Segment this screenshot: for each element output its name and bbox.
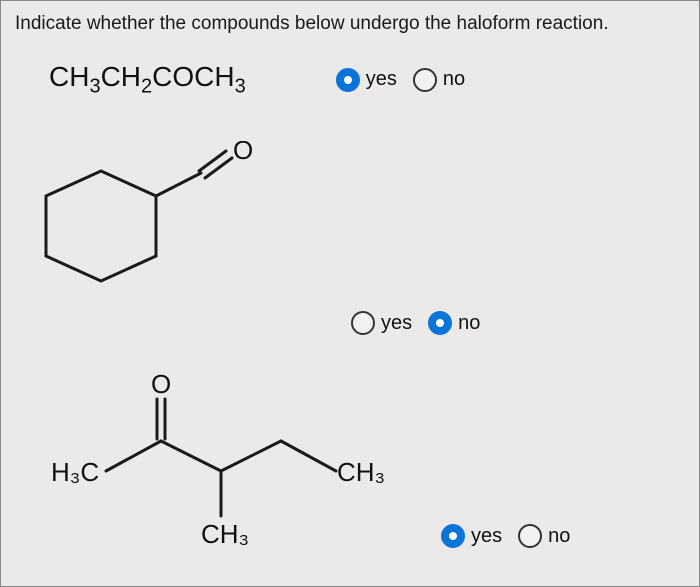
carbonyl-oxygen-label: O xyxy=(151,371,171,399)
right-methyl-label: CH₃ xyxy=(337,457,385,487)
compound-1-radio-no[interactable] xyxy=(413,68,437,92)
compound-3-structure: H₃C O CH₃ CH₃ xyxy=(51,371,391,551)
compound-3-radio-group: yes no xyxy=(441,524,580,548)
compound-2-structure: O xyxy=(41,141,261,311)
compound-2-radio-group: yes no xyxy=(351,311,490,335)
question-card: Indicate whether the compounds below und… xyxy=(0,0,700,587)
yes-label-3: yes xyxy=(471,525,502,548)
compound-2-radio-yes[interactable] xyxy=(351,311,375,335)
compound-row-1: CH3CH2COCH3 yes no xyxy=(15,61,685,99)
no-label: no xyxy=(443,68,465,91)
compound-3-radio-yes[interactable] xyxy=(441,524,465,548)
yes-label: yes xyxy=(366,68,397,91)
yes-label-2: yes xyxy=(381,312,412,335)
bottom-methyl-label: CH₃ xyxy=(201,519,249,549)
compound-3-radio-no[interactable] xyxy=(518,524,542,548)
left-methyl-label: H₃C xyxy=(51,457,99,487)
oxygen-label: O xyxy=(233,141,253,165)
compound-1-radio-yes[interactable] xyxy=(336,68,360,92)
no-label-3: no xyxy=(548,525,570,548)
compound-1-radio-group: yes no xyxy=(336,68,475,92)
no-label-2: no xyxy=(458,312,480,335)
question-prompt: Indicate whether the compounds below und… xyxy=(15,13,685,35)
compound-2-radio-no[interactable] xyxy=(428,311,452,335)
compound-1-formula: CH3CH2COCH3 xyxy=(49,61,246,99)
